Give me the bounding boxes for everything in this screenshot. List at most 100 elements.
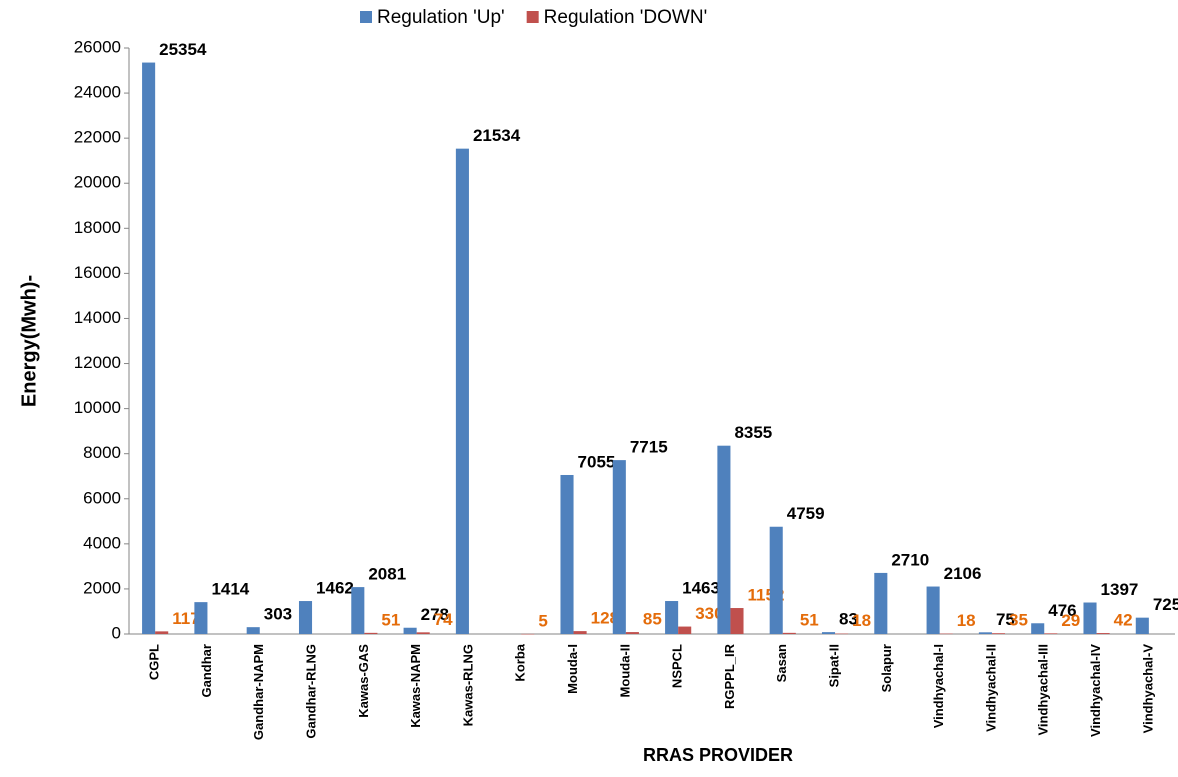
y-tick-label: 14000 [74,308,121,327]
y-tick-label: 4000 [83,533,121,552]
bar [573,631,587,634]
data-label: 2081 [368,565,406,584]
bar [678,626,692,634]
bar [874,572,888,634]
bar [1096,633,1110,634]
bar [1044,633,1058,634]
data-label: 7715 [630,438,668,457]
data-label: 51 [381,610,400,629]
data-label: 278 [421,605,449,624]
data-label: 18 [852,611,871,630]
bar [730,608,744,634]
bar [560,474,574,634]
data-label: 2710 [891,550,929,569]
data-label: 1463 [682,579,720,598]
bar [612,460,626,634]
bar [521,633,535,635]
y-axis-title: Energy(Mwh)- [18,275,40,407]
bar [1083,602,1097,634]
bar [991,633,1006,634]
bar [351,587,365,634]
bar [769,526,783,634]
bar [939,633,953,635]
x-tick-label: Mouda-I [565,644,580,694]
legend-label: Regulation 'Up' [377,7,505,28]
bar [298,601,313,634]
data-label: 75 [996,610,1015,629]
data-label: 128 [591,609,619,628]
bar [717,445,731,634]
data-label: 35 [1009,611,1028,630]
y-tick-label: 26000 [74,37,121,56]
data-label: 25354 [159,40,207,59]
bar [665,601,679,634]
x-tick-label: Korba [513,643,528,681]
bar [403,627,417,634]
bar [821,632,836,634]
x-tick-label: RGPPL_IR [722,643,737,709]
data-label: 1462 [316,579,354,598]
data-label: 303 [264,605,292,624]
data-label: 4759 [787,504,825,523]
y-tick-label: 22000 [74,128,121,147]
y-tick-label: 0 [112,623,121,642]
y-tick-label: 18000 [74,218,121,237]
bar [416,632,430,634]
x-tick-label: Gandhar-NAPM [251,644,266,740]
y-tick-label: 16000 [74,263,121,282]
legend-swatch [526,11,539,23]
x-tick-label: Vindhyachal-III [1036,644,1051,736]
y-tick-label: 20000 [74,173,121,192]
x-tick-label: Vindhyachal-V [1140,644,1155,734]
x-tick-label: Mouda-II [617,644,632,697]
bar [194,602,208,634]
legend-label: Regulation 'DOWN' [544,7,708,28]
bar [455,148,469,634]
y-tick-label: 2000 [83,578,121,597]
x-tick-label: CGPL [147,644,162,680]
bar [1135,617,1149,634]
x-tick-label: Vindhyachal-IV [1088,644,1103,737]
bar [364,632,378,634]
data-label: 330 [695,604,723,623]
data-label: 2106 [944,564,982,583]
legend-swatch [360,11,372,23]
data-label: 1414 [211,580,249,599]
x-tick-label: Gandhar [199,644,214,697]
bar [926,586,940,634]
x-tick-label: Kawas-NAPM [408,644,423,728]
data-label: 51 [800,610,819,629]
data-label: 7055 [578,452,616,471]
x-tick-label: Sipat-II [826,644,841,687]
x-tick-label: Kawas-RLNG [460,644,475,726]
x-tick-label: Kawas-GAS [356,644,371,718]
data-label: 725 [1153,595,1178,614]
bar [246,627,260,634]
y-tick-label: 6000 [83,488,121,507]
data-label: 1397 [1101,580,1139,599]
bar [142,62,156,635]
data-label: 5 [538,611,547,630]
data-label: 29 [1061,611,1080,630]
y-tick-label: 12000 [74,353,121,372]
data-label: 83 [839,610,858,629]
x-tick-label: Vindhyachal-I [931,644,946,728]
data-label: 476 [1048,601,1076,620]
data-label: 18 [957,611,976,630]
x-tick-label: Gandhar-RLNG [303,644,318,739]
data-label: 8355 [734,423,772,442]
bar [782,632,796,634]
data-label: 85 [643,610,662,629]
bar [1031,623,1045,634]
data-label: 74 [434,610,453,629]
data-label: 42 [1114,611,1133,630]
y-tick-label: 10000 [74,398,121,417]
x-tick-label: Solapur [879,644,894,692]
x-axis-title: RRAS PROVIDER [643,745,793,765]
bar [155,631,169,634]
bar [978,632,992,634]
y-tick-label: 8000 [83,443,121,462]
bar [835,633,849,635]
x-tick-label: Sasan [774,644,789,682]
